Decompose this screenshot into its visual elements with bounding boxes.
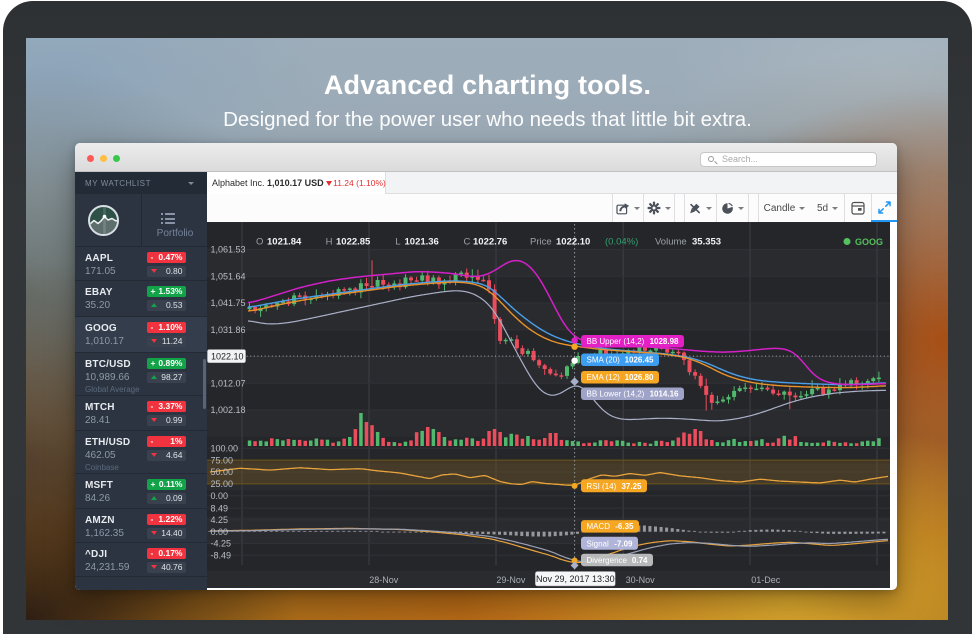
- svg-text:1,002.18: 1,002.18: [211, 405, 246, 415]
- svg-text:30-Nov: 30-Nov: [626, 575, 656, 585]
- svg-text:EMA (12): EMA (12): [587, 373, 621, 382]
- svg-text:0.00: 0.00: [211, 527, 229, 537]
- svg-text:-6.35: -6.35: [615, 522, 634, 531]
- svg-text:29-Nov: 29-Nov: [496, 575, 526, 585]
- svg-text:1021.84: 1021.84: [267, 237, 302, 248]
- svg-text:75.00: 75.00: [211, 455, 234, 465]
- svg-text:1022.85: 1022.85: [336, 237, 371, 248]
- svg-text:100.00: 100.00: [211, 443, 239, 453]
- svg-text:GOOG: GOOG: [855, 237, 883, 247]
- svg-text:37.25: 37.25: [621, 482, 642, 491]
- svg-text:-7.09: -7.09: [614, 539, 633, 548]
- svg-text:SMA (20): SMA (20): [587, 356, 621, 365]
- svg-text:Signal: Signal: [587, 539, 609, 548]
- svg-text:1,041.75: 1,041.75: [211, 298, 246, 308]
- svg-text:MACD: MACD: [587, 522, 611, 531]
- svg-text:Divergence: Divergence: [587, 556, 628, 565]
- svg-text:01-Dec: 01-Dec: [751, 575, 781, 585]
- svg-text:1022.10: 1022.10: [211, 351, 244, 361]
- svg-text:35.353: 35.353: [692, 237, 721, 248]
- svg-text:28-Nov: 28-Nov: [369, 575, 399, 585]
- svg-text:1021.36: 1021.36: [405, 237, 439, 248]
- svg-text:1022.76: 1022.76: [473, 237, 507, 248]
- svg-text:0.74: 0.74: [632, 556, 648, 565]
- svg-text:Volume: Volume: [655, 237, 687, 248]
- svg-text:Price: Price: [530, 237, 552, 248]
- svg-text:C: C: [464, 237, 471, 248]
- svg-text:1022.10: 1022.10: [556, 237, 590, 248]
- svg-text:50.00: 50.00: [211, 467, 234, 477]
- svg-text:H: H: [326, 237, 333, 248]
- svg-text:BB Lower (14,2): BB Lower (14,2): [587, 390, 645, 399]
- svg-text:O: O: [256, 237, 263, 248]
- svg-text:BB Upper (14,2): BB Upper (14,2): [587, 337, 645, 346]
- svg-text:1,051.64: 1,051.64: [211, 271, 246, 281]
- svg-text:(0.04%): (0.04%): [605, 237, 638, 248]
- svg-text:1026.45: 1026.45: [625, 356, 654, 365]
- svg-text:-4.25: -4.25: [211, 539, 232, 549]
- svg-text:25.00: 25.00: [211, 479, 234, 489]
- svg-text:8.49: 8.49: [211, 503, 229, 513]
- svg-text:1,012.07: 1,012.07: [211, 379, 246, 389]
- svg-text:4.25: 4.25: [211, 515, 229, 525]
- svg-text:RSI (14): RSI (14): [587, 482, 617, 491]
- svg-text:1026.80: 1026.80: [625, 373, 654, 382]
- svg-text:L: L: [395, 237, 400, 248]
- svg-text:1,031.86: 1,031.86: [211, 325, 246, 335]
- svg-text:-8.49: -8.49: [211, 551, 232, 561]
- svg-text:1,061.53: 1,061.53: [211, 245, 246, 255]
- svg-text:1028.98: 1028.98: [650, 337, 679, 346]
- svg-text:Nov 29, 2017 13:30: Nov 29, 2017 13:30: [536, 574, 615, 584]
- svg-text:1014.16: 1014.16: [650, 390, 679, 399]
- svg-text:0.00: 0.00: [211, 491, 229, 501]
